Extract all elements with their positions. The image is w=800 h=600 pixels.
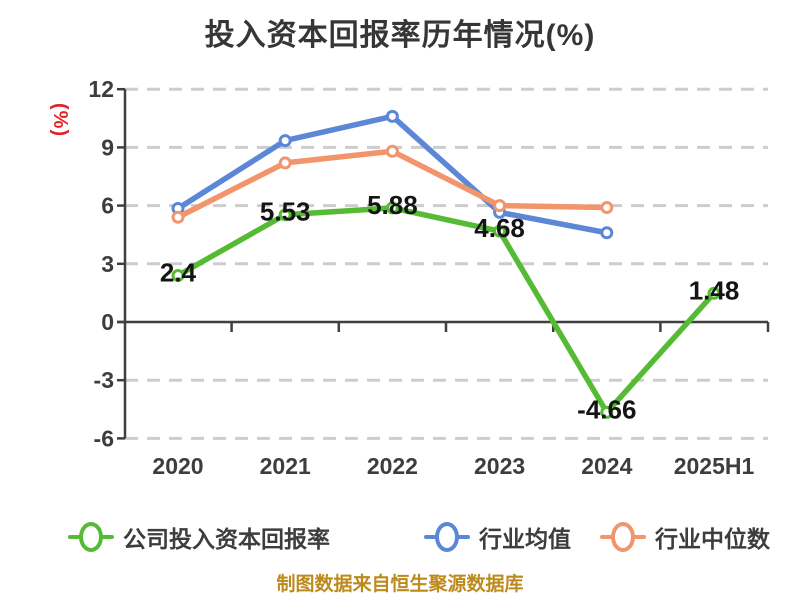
legend-label: 行业中位数 (655, 526, 770, 552)
data-point[interactable] (385, 144, 399, 158)
legend: 公司投入资本回报率 行业均值 行业中位数 (0, 519, 800, 555)
legend-line-sample-blue (424, 522, 470, 552)
x-tick-label: 2025H1 (674, 453, 755, 479)
data-point[interactable] (493, 224, 507, 238)
legend-marker-icon (79, 522, 103, 552)
x-tick-label: 2022 (367, 453, 418, 479)
data-point[interactable] (278, 208, 292, 222)
value-label: 2.4 (160, 257, 197, 287)
data-point[interactable] (707, 286, 721, 300)
legend-item-company-roic[interactable]: 公司投入资本回报率 (68, 519, 330, 555)
legend-marker-icon (435, 522, 459, 552)
data-point[interactable] (278, 156, 292, 170)
value-label: 5.53 (260, 197, 311, 227)
data-point[interactable] (600, 405, 614, 419)
data-point[interactable] (278, 134, 292, 148)
data-point[interactable] (171, 210, 185, 224)
legend-label: 行业均值 (479, 526, 571, 552)
legend-item-industry-average[interactable]: 行业均值 (424, 519, 571, 555)
legend-line-sample-orange (600, 522, 646, 552)
data-point[interactable] (171, 268, 185, 282)
y-tick-label: -6 (94, 425, 114, 451)
series-line-0 (175, 205, 717, 416)
data-point[interactable] (600, 226, 614, 240)
chart-title: 投入资本回报率历年情况(%) (204, 19, 596, 52)
value-label: 5.88 (367, 190, 418, 220)
y-tick-label: 6 (101, 193, 114, 219)
x-tick-label: 2023 (474, 453, 525, 479)
legend-label: 公司投入资本回报率 (123, 526, 330, 552)
legend-marker-icon (611, 522, 635, 552)
data-point[interactable] (493, 199, 507, 213)
y-tick-label: 0 (101, 309, 114, 335)
data-point[interactable] (600, 201, 614, 215)
value-label: 4.68 (474, 213, 525, 243)
y-tick-label: -3 (94, 367, 114, 393)
legend-line-sample-green (68, 522, 114, 552)
y-tick-label: 12 (88, 76, 114, 102)
y-tick-label: 3 (101, 251, 114, 277)
data-point[interactable] (385, 109, 399, 123)
data-point[interactable] (385, 201, 399, 215)
y-tick-label: 9 (101, 134, 114, 160)
value-label: 1.48 (689, 275, 740, 305)
x-tick-label: 2020 (152, 453, 203, 479)
value-label: -4.66 (577, 394, 636, 424)
x-tick-label: 2021 (260, 453, 311, 479)
x-tick-label: 2024 (581, 453, 632, 479)
data-source-note: 制图数据来自恒生聚源数据库 (276, 574, 524, 595)
y-axis-unit-label: (%) (49, 103, 71, 138)
legend-item-industry-median[interactable]: 行业中位数 (600, 519, 770, 555)
